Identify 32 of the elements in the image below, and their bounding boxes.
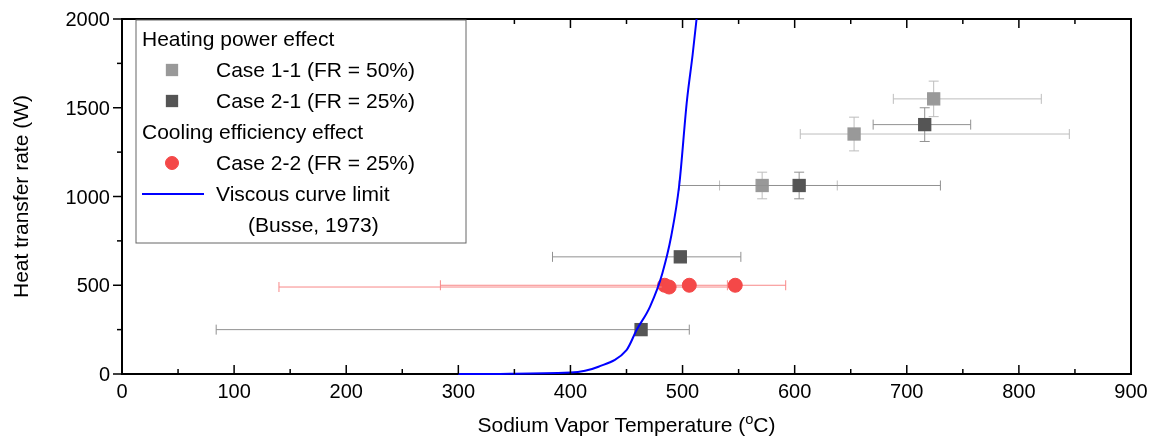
x-tick-label: 300 <box>441 380 476 402</box>
x-tick-label: 800 <box>1002 380 1036 402</box>
y-tick-label: 0 <box>98 363 110 385</box>
annotation: Cooling efficiency effect <box>142 120 364 143</box>
legend-label: Viscous curve limit (Busse, 1973) <box>216 182 390 236</box>
legend-label: Case 2-2 (FR = 25%) <box>216 151 415 174</box>
x-tick-label: 0 <box>116 380 128 402</box>
y-tick-label: 1500 <box>65 96 110 119</box>
annotation: Heating power effect <box>142 27 335 50</box>
y-tick-label: 1000 <box>65 185 110 208</box>
point <box>661 279 677 295</box>
point <box>847 127 861 141</box>
y-tick-label: 2000 <box>65 8 110 30</box>
x-axis-title: Sodium Vapor Temperature ($^{o}$C) <box>477 411 776 436</box>
point <box>918 117 932 132</box>
point <box>681 277 697 293</box>
point <box>727 277 743 293</box>
x-tick-label: 200 <box>329 380 363 402</box>
x-tick-label: 100 <box>217 380 251 402</box>
y-axis-title: Heat transfer rate (W) <box>9 94 32 299</box>
x-tick-label: 700 <box>890 380 924 402</box>
point <box>927 92 941 106</box>
legend-label: Case 2-1 (FR = 25%) <box>216 89 415 112</box>
legend-label: Case 1-1 (FR = 50%) <box>216 58 415 81</box>
x-tick-label: 600 <box>777 380 812 402</box>
point <box>673 250 687 264</box>
line-series <box>457 18 698 375</box>
point <box>792 178 806 193</box>
y-tick-label: 500 <box>76 274 110 297</box>
x-tick-label: 400 <box>553 380 588 402</box>
x-tick-label: 900 <box>1114 380 1148 402</box>
x-tick-label: 500 <box>665 380 700 402</box>
